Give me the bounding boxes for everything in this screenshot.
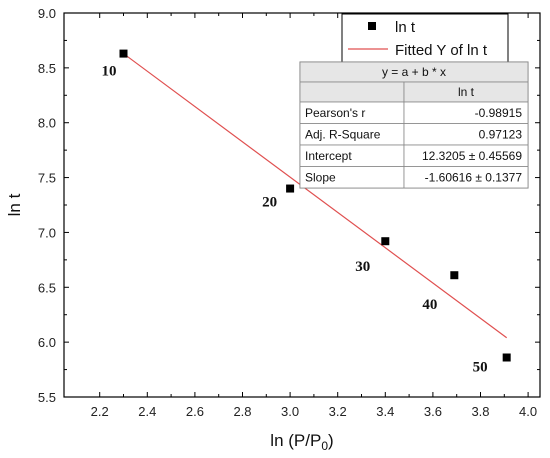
data-point — [502, 353, 511, 362]
x-tick-label: 3.0 — [281, 404, 299, 419]
fit-table-value-cell — [403, 166, 529, 189]
x-tick-label: 2.6 — [186, 404, 204, 419]
axis-ticks — [64, 12, 540, 398]
x-tick-label: 3.8 — [471, 404, 489, 419]
data-point — [450, 271, 459, 280]
y-tick-label: 6.5 — [38, 280, 56, 295]
point-label: 10 — [102, 64, 117, 80]
x-tick-label: 2.2 — [91, 404, 109, 419]
y-axis-title: ln t — [5, 193, 24, 216]
y-tick-label: 7.0 — [38, 225, 56, 240]
fit-table-row-label: Intercept — [305, 149, 352, 163]
fit-line — [123, 53, 508, 339]
y-tick-label: 7.5 — [38, 171, 56, 186]
data-point — [286, 184, 295, 193]
y-tick-label: 6.0 — [38, 335, 56, 350]
y-tick-label: 5.5 — [38, 390, 56, 405]
fit-table-row-value: -1.60616 ± 0.1377 — [425, 171, 523, 185]
fit-table-row-value: 0.97123 — [479, 128, 523, 142]
data-point — [381, 237, 390, 246]
point-label: 20 — [262, 195, 277, 211]
x-axis-title: ln (P/P0) — [270, 431, 333, 453]
x-tick-label: 3.4 — [376, 404, 394, 419]
point-label: 30 — [355, 259, 370, 275]
fit-line-group — [123, 53, 508, 339]
y-tick-labels: 5.5 6.0 6.5 7.0 7.5 8.0 8.5 9.0 — [38, 6, 56, 405]
data-points — [119, 49, 511, 362]
fit-table-header-blank — [299, 81, 405, 103]
y-tick-label: 8.0 — [38, 116, 56, 131]
fit-table: y = a + b * x ln t Pearson's r -0.98915 Ad… — [299, 61, 529, 189]
y-tick-label: 9.0 — [38, 6, 56, 21]
fit-table-row-label: Pearson's r — [305, 106, 365, 120]
fit-table-column-header: ln t — [458, 85, 475, 99]
legend-marker-square — [368, 22, 376, 30]
fit-table-row-value: 12.3205 ± 0.45569 — [422, 149, 522, 163]
legend-label-series: ln t — [395, 19, 416, 36]
y-tick-label: 8.5 — [38, 61, 56, 76]
data-point — [119, 49, 128, 58]
fit-table-rows: Pearson's r -0.98915 Adj. R-Square 0.97123 I… — [299, 101, 529, 189]
legend: ln t Fitted Y of ln t — [341, 13, 509, 65]
fit-table-row-label: Adj. R-Square — [305, 128, 381, 142]
fit-table-row-label: Slope — [305, 171, 336, 185]
point-label: 50 — [473, 360, 488, 376]
point-labels: 10 20 30 40 50 — [102, 64, 488, 376]
legend-label-fit: Fitted Y of ln t — [395, 42, 488, 59]
fit-table-equation: y = a + b * x — [382, 65, 446, 79]
x-tick-labels: 2.2 2.4 2.6 2.8 3.0 3.2 3.4 3.6 3.8 4.0 — [91, 404, 537, 419]
x-tick-label: 2.8 — [233, 404, 251, 419]
legend-box — [341, 13, 509, 65]
fit-table-row-value: -0.98915 — [475, 106, 523, 120]
x-tick-label: 4.0 — [519, 404, 537, 419]
point-label: 40 — [422, 297, 437, 313]
x-tick-label: 3.2 — [329, 404, 347, 419]
x-tick-label: 3.6 — [424, 404, 442, 419]
x-tick-label: 2.4 — [138, 404, 156, 419]
